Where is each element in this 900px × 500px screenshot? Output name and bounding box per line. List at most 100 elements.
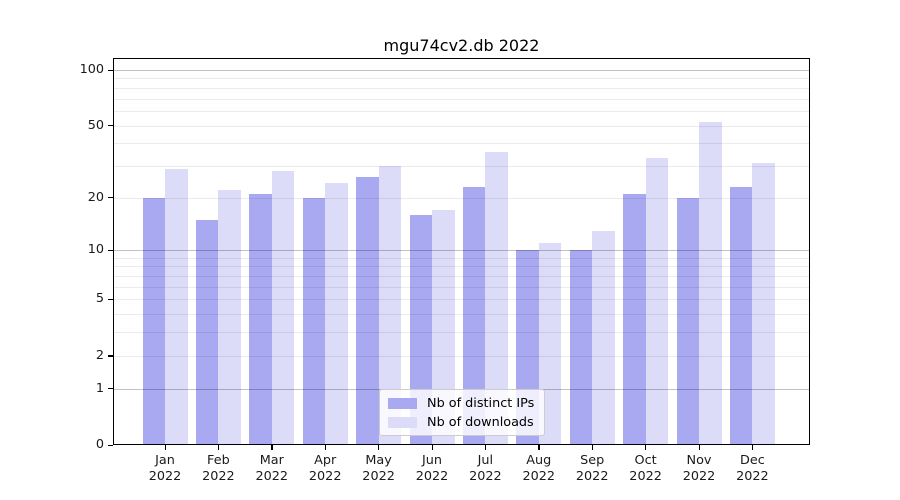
bar-nb-of-distinct-ips-may-2022 (356, 177, 379, 445)
x-tick-month: Dec (740, 453, 765, 468)
x-tick-mark-mar-2022 (271, 445, 273, 450)
x-tick-year: 2022 (575, 469, 609, 484)
y-tick-label-50: 50 (87, 117, 104, 133)
x-tick-year: 2022 (362, 469, 395, 484)
bar-nb-of-distinct-ips-nov-2022 (676, 197, 699, 445)
gridline-9 (113, 257, 810, 259)
x-tick-year: 2022 (682, 469, 716, 484)
x-tick-label-nov-2022: Nov 2022 (669, 453, 729, 485)
y-tick-label-10: 10 (87, 242, 104, 258)
x-tick-label-mar-2022: Mar 2022 (242, 453, 302, 485)
gridline-80 (113, 87, 810, 89)
gridline-10 (113, 250, 810, 252)
x-tick-month: Jul (477, 453, 494, 468)
y-tick-label-1: 1 (95, 380, 104, 396)
y-tick-label-0: 0 (95, 437, 104, 452)
bar-nb-of-distinct-ips-jul-2022 (462, 186, 486, 445)
x-tick-mark-dec-2022 (751, 445, 754, 450)
bar-nb-of-downloads-feb-2022 (218, 190, 241, 445)
gridline-70 (113, 98, 810, 100)
legend-swatch-downloads (388, 416, 417, 428)
y-tick-label-5: 5 (95, 291, 104, 307)
x-tick-month: Nov (686, 453, 712, 468)
bar-nb-of-downloads-jan-2022 (165, 168, 188, 445)
y-tick-mark-50 (108, 125, 113, 127)
bar-nb-of-downloads-sep-2022 (592, 230, 615, 445)
x-tick-month: May (365, 453, 392, 468)
x-tick-month: Feb (207, 453, 230, 468)
x-tick-month: Apr (314, 453, 337, 468)
x-tick-month: Jan (155, 453, 175, 468)
gridline-40 (113, 143, 810, 145)
gridline-2 (113, 355, 810, 357)
legend-label-distinct-ips: Nb of distinct IPs (427, 395, 535, 411)
x-tick-mark-apr-2022 (324, 445, 326, 450)
legend-label-downloads: Nb of downloads (427, 414, 534, 430)
x-tick-label-jun-2022: Jun 2022 (402, 453, 462, 485)
x-tick-label-jul-2022: Jul 2022 (455, 453, 515, 485)
x-tick-month: Sep (580, 453, 605, 468)
x-tick-year: 2022 (469, 469, 502, 484)
bar-nb-of-downloads-jun-2022 (432, 210, 455, 445)
bar-nb-of-distinct-ips-dec-2022 (729, 186, 753, 445)
bar-nb-of-downloads-jul-2022 (485, 151, 508, 445)
x-tick-month: Jun (422, 453, 442, 468)
bar-nb-of-distinct-ips-feb-2022 (195, 219, 219, 445)
bar-nb-of-distinct-ips-jun-2022 (409, 214, 432, 445)
y-tick-label-2: 2 (95, 347, 104, 363)
x-tick-label-may-2022: May 2022 (349, 453, 409, 485)
y-tick-mark-10 (108, 249, 113, 251)
legend-swatch-distinct-ips (388, 397, 417, 409)
x-tick-mark-jun-2022 (431, 445, 433, 450)
gridline-7 (113, 276, 810, 278)
x-tick-label-aug-2022: Aug 2022 (509, 453, 569, 485)
legend-item-downloads: Nb of downloads (388, 415, 544, 430)
bar-nb-of-downloads-apr-2022 (325, 183, 348, 445)
plot-border (113, 58, 810, 445)
x-tick-year: 2022 (629, 469, 662, 484)
bar-nb-of-distinct-ips-mar-2022 (249, 193, 272, 445)
x-tick-mark-jul-2022 (484, 445, 487, 450)
gridline-3 (113, 332, 810, 334)
x-tick-year: 2022 (415, 469, 449, 484)
x-tick-label-apr-2022: Apr 2022 (295, 453, 355, 485)
x-tick-year: 2022 (736, 469, 769, 484)
gridline-30 (113, 165, 810, 167)
chart-title: mgu74cv2.db 2022 (383, 36, 540, 55)
y-tick-mark-2 (108, 355, 113, 357)
x-tick-month: Mar (259, 453, 284, 468)
gridline-90 (113, 78, 810, 80)
x-tick-month: Aug (526, 453, 552, 468)
bar-nb-of-distinct-ips-apr-2022 (302, 197, 326, 445)
x-tick-mark-nov-2022 (698, 445, 700, 450)
legend: Nb of distinct IPs Nb of downloads (379, 389, 545, 436)
bar-nb-of-downloads-dec-2022 (752, 163, 775, 445)
x-tick-year: 2022 (308, 469, 342, 484)
y-tick-mark-0 (108, 444, 113, 446)
gridline-5 (113, 299, 810, 301)
gridline-8 (113, 266, 810, 268)
bar-nb-of-downloads-nov-2022 (699, 122, 722, 445)
bar-nb-of-downloads-mar-2022 (271, 171, 295, 445)
gridline-4 (113, 314, 810, 316)
plot-area (113, 58, 810, 445)
y-tick-mark-5 (108, 298, 113, 301)
x-tick-label-dec-2022: Dec 2022 (722, 453, 782, 485)
x-tick-mark-feb-2022 (217, 445, 220, 450)
gridline-50 (113, 125, 810, 127)
legend-item-distinct-ips: Nb of distinct IPs (388, 396, 544, 411)
x-tick-year: 2022 (522, 469, 556, 484)
x-tick-mark-aug-2022 (538, 445, 540, 450)
x-tick-label-feb-2022: Feb 2022 (188, 453, 248, 485)
y-tick-label-20: 20 (87, 189, 104, 205)
gridline-60 (113, 110, 810, 112)
y-tick-mark-1 (108, 388, 113, 390)
x-tick-year: 2022 (148, 469, 182, 484)
x-tick-year: 2022 (202, 469, 235, 484)
bar-nb-of-distinct-ips-sep-2022 (569, 250, 593, 445)
gridline-20 (113, 197, 810, 199)
bar-nb-of-distinct-ips-jan-2022 (142, 197, 165, 445)
bar-nb-of-distinct-ips-oct-2022 (623, 193, 646, 445)
y-tick-mark-100 (108, 69, 113, 71)
